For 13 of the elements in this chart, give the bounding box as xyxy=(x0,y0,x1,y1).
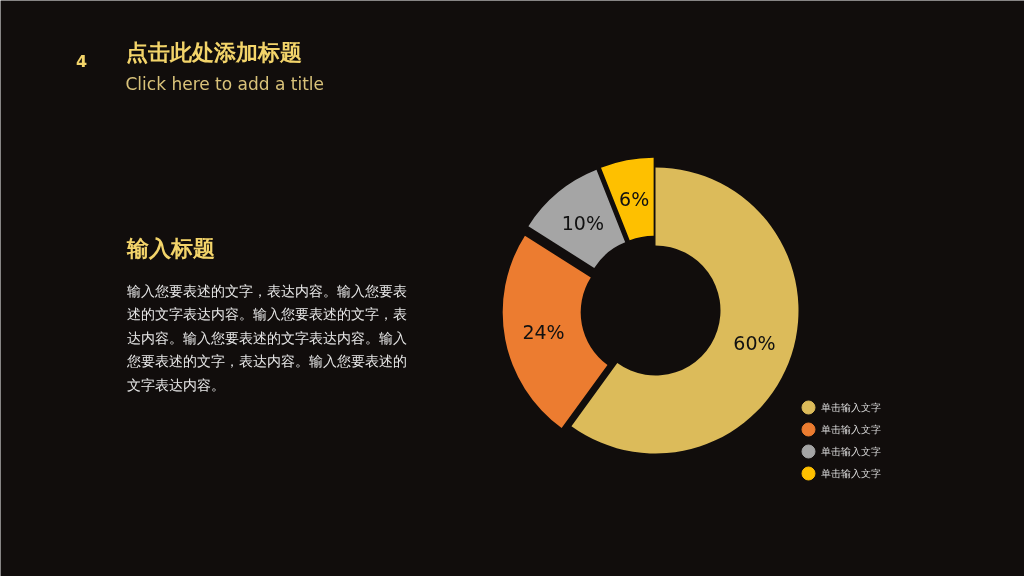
data-label: 10% xyxy=(561,211,604,234)
legend-label: 单击输入文字 xyxy=(820,402,881,413)
text: 点击此处添加标题 xyxy=(125,40,302,65)
text: 输入标题 xyxy=(125,236,215,261)
data-label: 6% xyxy=(619,187,650,210)
text: 输入您要表述的文字，表达内容。输入您要表述的文字表达内容。输入您要表述的文字，表达内容。输入您要表述的文字表达内容。输入您要表述的文字，表达内容。输入您要表述的文字表达内容。 xyxy=(125,282,407,393)
legend-label: 单击输入文字 xyxy=(820,446,881,457)
text: 4 xyxy=(75,51,88,71)
legend-label: 单击输入文字 xyxy=(820,424,881,435)
data-label: 60% xyxy=(733,331,776,354)
text: Click here to add a title xyxy=(125,73,325,94)
legend-label: 单击输入文字 xyxy=(820,468,881,479)
data-label: 24% xyxy=(522,320,565,343)
